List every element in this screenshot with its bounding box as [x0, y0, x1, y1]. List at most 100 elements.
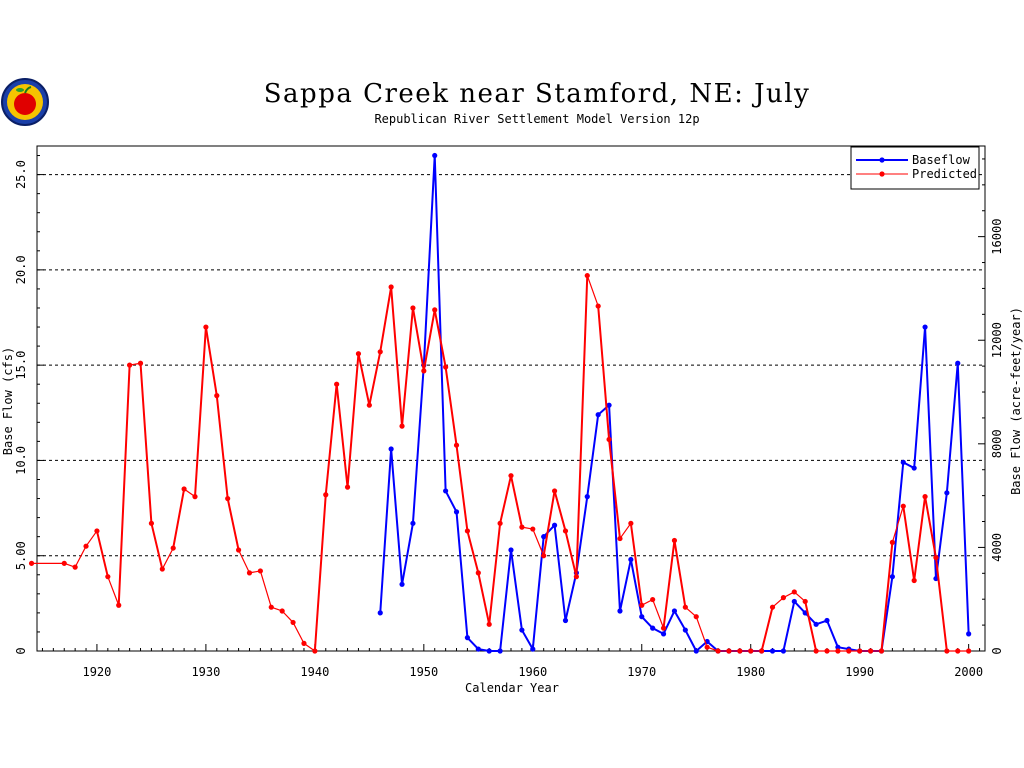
predicted-point — [791, 589, 797, 595]
baseflow-point — [682, 627, 688, 633]
predicted-segment — [85, 530, 98, 547]
x-axis-label: Calendar Year — [465, 681, 559, 695]
y2-tick-label: 16000 — [990, 219, 1004, 255]
baseflow-point — [900, 459, 906, 465]
predicted-point — [889, 539, 895, 545]
y-axis-label: Base Flow (cfs) — [1, 347, 15, 455]
baseflow-segment — [793, 600, 807, 614]
predicted-point — [421, 368, 427, 374]
predicted-segment — [422, 308, 436, 372]
predicted-point — [617, 535, 623, 542]
baseflow-segment — [455, 510, 469, 639]
predicted-segment — [139, 362, 153, 525]
baseflow-point — [432, 152, 438, 159]
baseflow-segment — [575, 495, 589, 574]
predicted-point — [127, 362, 133, 368]
predicted-point — [443, 364, 449, 370]
predicted-point — [769, 604, 776, 610]
predicted-point — [453, 442, 460, 448]
baseflow-segment — [510, 549, 523, 632]
predicted-point — [94, 528, 100, 534]
baseflow-point — [377, 610, 383, 616]
predicted-segment — [455, 444, 469, 532]
x-tick-label: 2000 — [954, 665, 983, 679]
baseflow-point — [780, 648, 787, 654]
baseflow-segment — [531, 535, 545, 651]
predicted-point — [475, 570, 481, 576]
predicted-segment — [652, 598, 665, 629]
baseflow-point — [769, 648, 776, 654]
baseflow-point — [410, 520, 416, 526]
predicted-segment — [619, 522, 632, 540]
predicted-point — [562, 528, 569, 534]
baseflow-segment — [401, 522, 414, 586]
predicted-segment — [673, 539, 687, 609]
x-tick-label: 1920 — [82, 665, 111, 679]
predicted-point — [257, 568, 263, 574]
predicted-point — [432, 307, 438, 313]
predicted-segment — [934, 556, 948, 652]
baseflow-point — [508, 547, 514, 553]
baseflow-point — [541, 534, 547, 540]
baseflow-segment — [629, 558, 643, 618]
baseflow-point — [650, 625, 656, 631]
predicted-point — [737, 648, 743, 654]
predicted-segment — [335, 383, 349, 489]
y-tick-label: 0 — [14, 647, 28, 654]
chart-subtitle: Republican River Settlement Model Versio… — [374, 112, 699, 126]
predicted-point — [486, 621, 492, 627]
predicted-point — [148, 520, 155, 526]
predicted-segment — [597, 305, 611, 441]
predicted-segment — [924, 495, 937, 559]
baseflow-segment — [956, 362, 970, 635]
predicted-point — [584, 272, 590, 279]
predicted-point — [268, 604, 274, 610]
x-tick-label: 1970 — [627, 665, 656, 679]
predicted-point — [105, 574, 111, 580]
predicted-segment — [510, 474, 523, 529]
baseflow-point — [486, 648, 492, 654]
baseflow-point — [955, 360, 961, 366]
legend-predicted-label: Predicted — [912, 167, 977, 181]
series — [28, 152, 972, 654]
predicted-segment — [553, 489, 567, 532]
predicted-point — [933, 555, 939, 561]
baseflow-segment — [520, 629, 534, 651]
predicted-point — [966, 648, 972, 654]
predicted-segment — [488, 522, 502, 626]
predicted-point — [541, 553, 547, 559]
predicted-point — [802, 598, 808, 605]
predicted-segment — [804, 600, 818, 652]
y2-tick-label: 8000 — [990, 429, 1004, 458]
predicted-segment — [411, 306, 425, 372]
baseflow-segment — [466, 636, 480, 651]
predicted-point — [214, 393, 220, 399]
y-tick-label: 10.0 — [14, 446, 28, 475]
baseflow-point — [628, 556, 634, 563]
baseflow-segment — [804, 611, 818, 626]
predicted-point — [388, 284, 394, 290]
predicted-point — [573, 574, 579, 580]
predicted-segment — [226, 497, 240, 551]
predicted-point — [748, 648, 754, 654]
baseflow-point — [551, 522, 558, 528]
baseflow-point — [497, 648, 503, 654]
legend-baseflow-label: Baseflow — [912, 153, 971, 167]
predicted-point — [867, 648, 874, 654]
predicted-segment — [662, 539, 676, 630]
baseflow-point — [584, 494, 590, 500]
series-baseflow — [377, 152, 972, 654]
baseflow-point — [617, 608, 623, 614]
baseflow-segment — [934, 491, 948, 580]
predicted-point — [334, 381, 340, 387]
baseflow-segment — [913, 326, 927, 470]
predicted-point — [170, 545, 176, 551]
predicted-segment — [433, 308, 447, 369]
predicted-segment — [913, 495, 927, 582]
baseflow-point — [464, 635, 471, 641]
predicted-point — [671, 537, 678, 544]
baseflow-segment — [390, 448, 404, 586]
predicted-point — [312, 648, 318, 654]
baseflow-segment — [422, 154, 436, 367]
predicted-point — [704, 644, 710, 650]
